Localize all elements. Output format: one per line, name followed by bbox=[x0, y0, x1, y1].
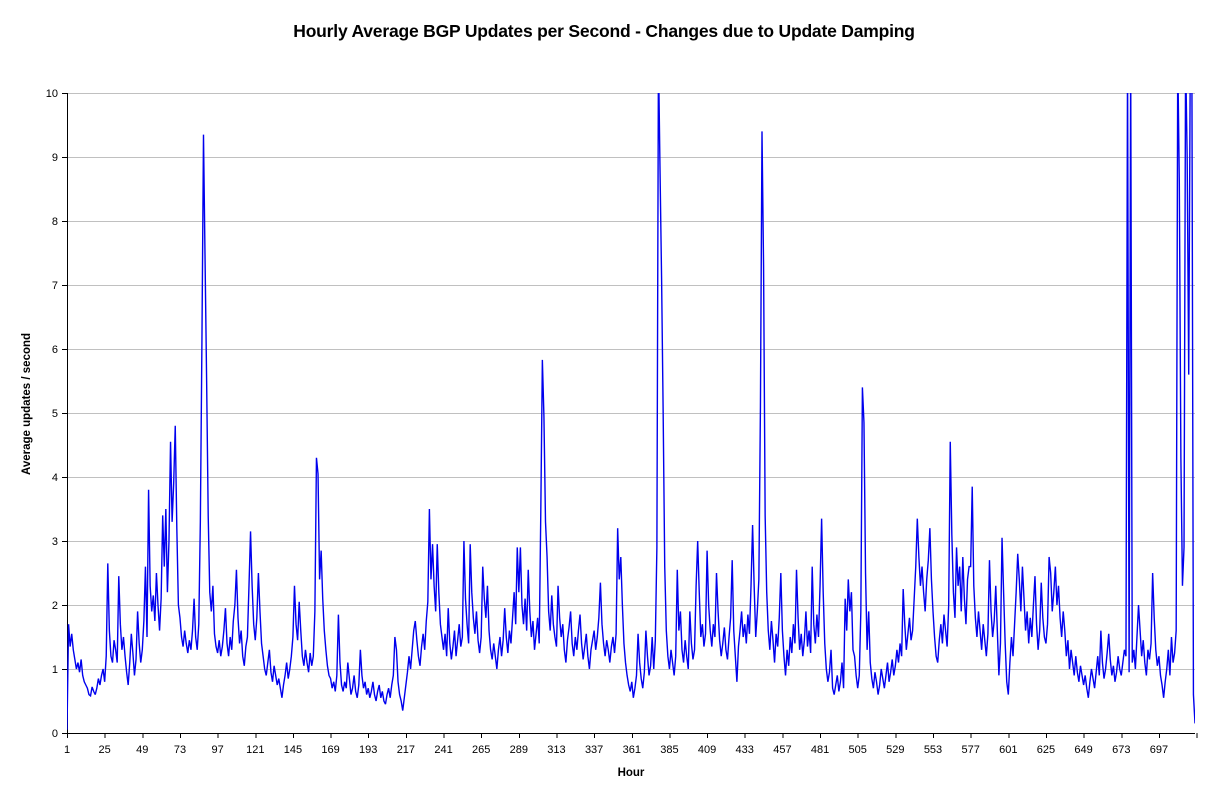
x-tick-label-313: 313 bbox=[547, 744, 565, 756]
x-tick-label-169: 169 bbox=[321, 744, 339, 756]
y-tick-label-2: 2 bbox=[52, 600, 58, 612]
x-tick-label-241: 241 bbox=[434, 744, 452, 756]
x-tick-label-217: 217 bbox=[397, 744, 415, 756]
x-tick-label-481: 481 bbox=[811, 744, 829, 756]
x-tick-label-97: 97 bbox=[211, 744, 223, 756]
x-tick-label-49: 49 bbox=[136, 744, 148, 756]
x-tick-label-25: 25 bbox=[99, 744, 111, 756]
chart-title: Hourly Average BGP Updates per Second - … bbox=[293, 21, 915, 41]
x-tick-label-385: 385 bbox=[660, 744, 678, 756]
x-tick-label-337: 337 bbox=[585, 744, 603, 756]
x-tick-label-73: 73 bbox=[174, 744, 186, 756]
y-tick-label-3: 3 bbox=[52, 536, 58, 548]
x-tick-label-145: 145 bbox=[284, 744, 302, 756]
x-tick-label-553: 553 bbox=[924, 744, 942, 756]
x-tick-label-625: 625 bbox=[1037, 744, 1055, 756]
x-tick-label-529: 529 bbox=[886, 744, 904, 756]
x-tick-label-457: 457 bbox=[773, 744, 791, 756]
x-tick-label-649: 649 bbox=[1074, 744, 1092, 756]
x-tick-label-361: 361 bbox=[623, 744, 641, 756]
y-tick-label-1: 1 bbox=[52, 664, 58, 676]
x-tick-label-121: 121 bbox=[246, 744, 264, 756]
y-tick-label-8: 8 bbox=[52, 216, 58, 228]
x-tick-label-505: 505 bbox=[849, 744, 867, 756]
x-axis-title: Hour bbox=[617, 767, 645, 779]
y-tick-label-7: 7 bbox=[52, 280, 58, 292]
x-tick-label-673: 673 bbox=[1112, 744, 1130, 756]
x-tick-label-577: 577 bbox=[961, 744, 979, 756]
y-tick-label-6: 6 bbox=[52, 344, 58, 356]
x-tick-label-697: 697 bbox=[1150, 744, 1168, 756]
x-tick-label-265: 265 bbox=[472, 744, 490, 756]
x-tick-label-1: 1 bbox=[64, 744, 70, 756]
y-tick-label-4: 4 bbox=[52, 472, 58, 484]
x-tick-label-433: 433 bbox=[736, 744, 754, 756]
x-tick-label-601: 601 bbox=[999, 744, 1017, 756]
y-tick-label-0: 0 bbox=[52, 728, 58, 740]
y-tick-label-5: 5 bbox=[52, 408, 58, 420]
y-tick-label-9: 9 bbox=[52, 152, 58, 164]
x-tick-label-193: 193 bbox=[359, 744, 377, 756]
x-tick-label-409: 409 bbox=[698, 744, 716, 756]
bgp-updates-series-line bbox=[67, 93, 1195, 730]
x-tick-label-289: 289 bbox=[510, 744, 528, 756]
y-tick-label-10: 10 bbox=[46, 88, 58, 100]
